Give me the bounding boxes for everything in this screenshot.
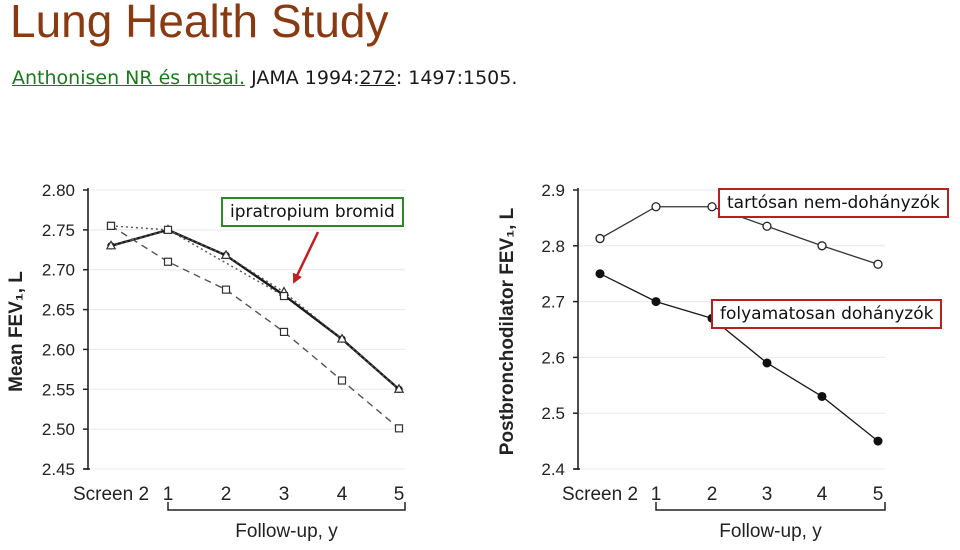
x-tick-label: 3	[279, 484, 290, 505]
data-point	[707, 202, 717, 212]
y-tick-label: 2.60	[42, 340, 75, 359]
y-tick-label: 2.65	[42, 301, 75, 320]
data-point	[817, 241, 827, 251]
x-tick-label: 1	[163, 484, 174, 505]
follow-up-bracket	[167, 502, 406, 511]
data-point	[873, 436, 883, 446]
data-point	[220, 249, 232, 259]
data-point	[651, 202, 661, 212]
x-tick-label: Screen 2	[73, 484, 149, 505]
data-point	[106, 221, 116, 230]
y-axis-label: Postbronchodilator FEV₁, L	[497, 207, 518, 455]
data-point	[279, 327, 289, 336]
data-point	[595, 233, 605, 244]
y-tick-label: 2.80	[42, 181, 75, 200]
y-tick-label: 2.45	[42, 460, 75, 479]
page-title: Lung Health Study	[10, 0, 389, 47]
y-tick-label: 2.8	[541, 237, 565, 256]
y-tick-label: 2.6	[541, 348, 565, 367]
x-tick-label: 4	[817, 484, 828, 505]
citation-journal: JAMA 1994:	[245, 67, 360, 89]
data-point	[279, 291, 289, 301]
data-point	[651, 297, 661, 307]
series-line-1	[110, 228, 400, 391]
x-tick-label: 5	[394, 484, 405, 505]
data-point	[221, 285, 231, 294]
data-point	[336, 333, 348, 343]
y-tick-label: 2.4	[541, 460, 565, 479]
data-point	[163, 257, 173, 266]
data-point	[163, 225, 173, 234]
citation-pages: : 1497:1505.	[395, 67, 518, 89]
y-tick-label: 2.9	[541, 181, 565, 200]
x-axis-label: Follow-up, y	[719, 521, 822, 542]
series-line-3	[110, 225, 400, 429]
data-point	[762, 358, 772, 368]
data-point	[105, 240, 117, 250]
y-tick-label: 2.7	[541, 293, 565, 312]
x-tick-label: 2	[221, 484, 232, 505]
y-tick-label: 2.5	[541, 404, 565, 423]
y-tick-label: 2.55	[42, 380, 75, 399]
data-point	[817, 391, 827, 401]
callout-smokers: folyamatosan dohányzók	[711, 299, 943, 329]
x-tick-label: Screen 2	[562, 484, 638, 505]
x-axis-label: Follow-up, y	[235, 521, 338, 542]
follow-up-bracket	[655, 502, 886, 511]
callout-ipratropium: ipratropium bromid	[221, 197, 404, 227]
y-tick-label: 2.75	[42, 221, 75, 240]
left-chart: 2.80 2.75 2.70 2.65 2.60 2.55 2.50 2.45 Mean FEV…	[6, 181, 406, 542]
series-line-2	[110, 229, 400, 390]
callout-arrow	[292, 231, 320, 284]
series-line-2	[599, 273, 879, 442]
y-axis-label: Mean FEV₁, L	[6, 271, 27, 392]
callout-nonsmokers: tartósan nem-dohányzók	[718, 188, 949, 218]
y-tick-label: 2.50	[42, 420, 75, 439]
right-chart: 2.9 2.8 2.7 2.6 2.5 2.4 Postbronchodilator FEV…	[497, 181, 886, 542]
citation-volume: 272	[359, 67, 396, 89]
x-tick-label: 3	[762, 484, 773, 505]
x-tick-label: 1	[651, 484, 662, 505]
data-point	[595, 269, 605, 279]
x-tick-label: 2	[707, 484, 718, 505]
x-tick-label: 5	[873, 484, 884, 505]
citation-link[interactable]: Anthonisen NR és mtsai.	[12, 67, 246, 89]
data-point	[337, 376, 347, 385]
data-point	[393, 383, 405, 393]
x-tick-label: 4	[337, 484, 348, 505]
series-line-4	[110, 225, 285, 297]
y-tick-label: 2.70	[42, 261, 75, 280]
citation: Anthonisen NR és mtsai. JAMA 1994:272: 1…	[12, 67, 517, 89]
data-point	[394, 424, 404, 433]
data-point	[873, 259, 883, 269]
data-point	[762, 221, 772, 231]
